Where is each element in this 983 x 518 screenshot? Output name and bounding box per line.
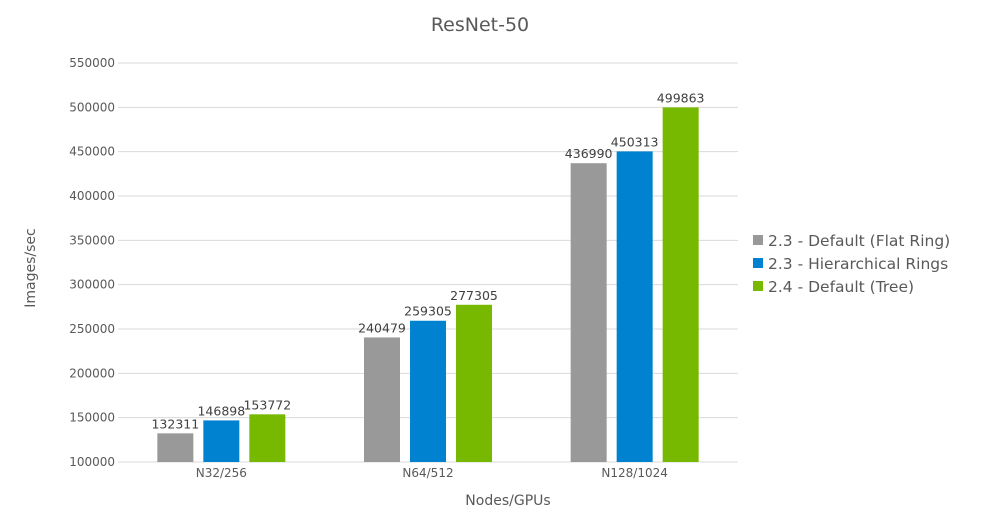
- legend-label: 2.3 - Default (Flat Ring): [768, 232, 950, 250]
- bar: [364, 337, 400, 462]
- chart-title: ResNet-50: [431, 14, 529, 36]
- y-tick-label: 150000: [69, 411, 115, 425]
- y-tick-label: 450000: [69, 145, 115, 159]
- x-axis-title: Nodes/GPUs: [465, 493, 550, 509]
- legend-item: 2.3 - Default (Flat Ring): [753, 232, 950, 250]
- legend-label: 2.3 - Hierarchical Rings: [768, 255, 948, 273]
- legend-swatch: [753, 235, 763, 245]
- y-tick-label: 100000: [69, 455, 115, 469]
- legend-item: 2.4 - Default (Tree): [753, 278, 914, 296]
- bar: [616, 151, 653, 462]
- bar: [456, 304, 492, 462]
- data-label: 259305: [404, 304, 452, 319]
- y-axis-ticks: 100000 150000 200000 250000 300000 350000 4000…: [69, 56, 115, 469]
- data-label: 499863: [657, 90, 705, 105]
- data-label: 153772: [243, 397, 291, 412]
- bar: [157, 433, 194, 462]
- data-label: 240479: [358, 320, 406, 335]
- data-label: 450313: [611, 134, 659, 149]
- x-tick-label: N32/256: [196, 466, 247, 480]
- legend-swatch: [753, 281, 763, 291]
- x-axis-ticks: N32/256 N64/512 N128/1024: [196, 466, 668, 480]
- y-tick-label: 250000: [69, 322, 115, 336]
- legend-label: 2.4 - Default (Tree): [768, 278, 914, 296]
- y-tick-label: 200000: [69, 366, 115, 380]
- bar: [662, 107, 699, 462]
- x-tick-label: N64/512: [402, 466, 453, 480]
- y-tick-label: 300000: [69, 278, 115, 292]
- legend: 2.3 - Default (Flat Ring) 2.3 - Hierarchi…: [753, 232, 950, 296]
- y-tick-label: 400000: [69, 189, 115, 203]
- x-tick-label: N128/1024: [601, 466, 667, 480]
- data-label: 132311: [151, 416, 199, 431]
- bar: [249, 414, 286, 462]
- legend-item: 2.3 - Hierarchical Rings: [753, 255, 948, 273]
- bar: [410, 320, 446, 462]
- data-label: 146898: [197, 403, 245, 418]
- y-tick-label: 500000: [69, 100, 115, 114]
- data-label: 277305: [450, 288, 498, 303]
- gridlines: [118, 62, 738, 419]
- y-tick-label: 550000: [69, 56, 115, 70]
- bar: [570, 163, 607, 462]
- y-axis-title: Images/sec: [23, 228, 39, 307]
- bar: [203, 420, 240, 462]
- y-tick-label: 350000: [69, 233, 115, 247]
- data-label: 436990: [565, 146, 613, 161]
- legend-swatch: [753, 258, 763, 268]
